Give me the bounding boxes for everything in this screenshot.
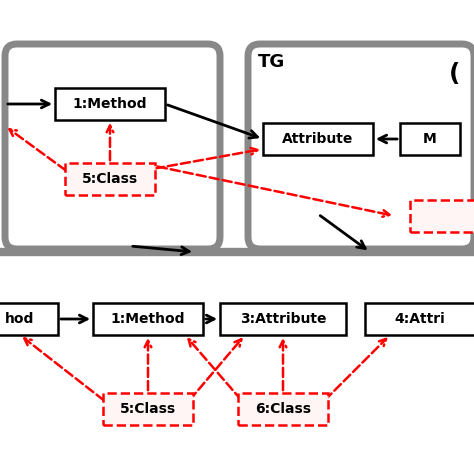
Text: 5:Class: 5:Class — [120, 402, 176, 416]
Text: 6:Class: 6:Class — [255, 402, 311, 416]
Text: (: ( — [449, 62, 461, 86]
FancyBboxPatch shape — [238, 393, 328, 425]
FancyBboxPatch shape — [93, 303, 203, 335]
FancyBboxPatch shape — [5, 44, 220, 249]
FancyBboxPatch shape — [103, 393, 193, 425]
FancyBboxPatch shape — [365, 303, 474, 335]
FancyBboxPatch shape — [220, 303, 346, 335]
FancyBboxPatch shape — [0, 303, 58, 335]
Text: M: M — [423, 132, 437, 146]
Text: Attribute: Attribute — [283, 132, 354, 146]
FancyBboxPatch shape — [65, 163, 155, 195]
Text: 1:Method: 1:Method — [111, 312, 185, 326]
Text: TG: TG — [258, 53, 285, 71]
FancyBboxPatch shape — [410, 200, 474, 232]
Text: 4:Attri: 4:Attri — [395, 312, 446, 326]
Text: 3:Attribute: 3:Attribute — [240, 312, 326, 326]
FancyBboxPatch shape — [400, 123, 460, 155]
FancyBboxPatch shape — [55, 88, 165, 120]
FancyBboxPatch shape — [263, 123, 373, 155]
FancyBboxPatch shape — [248, 44, 474, 249]
Text: hod: hod — [5, 312, 35, 326]
Text: 1:Method: 1:Method — [73, 97, 147, 111]
Text: 5:Class: 5:Class — [82, 172, 138, 186]
